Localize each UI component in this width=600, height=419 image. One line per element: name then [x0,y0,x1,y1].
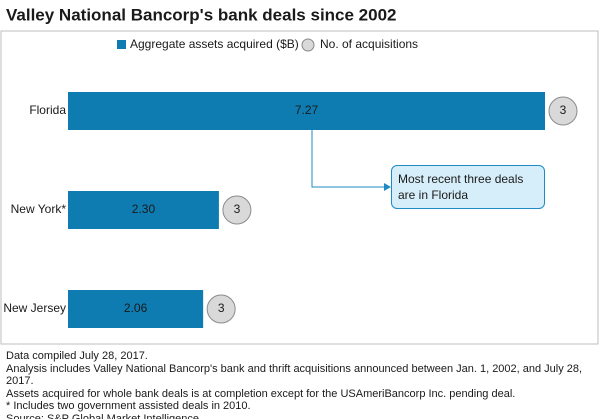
legend-swatch [301,38,315,52]
footnote: Analysis includes Valley National Bancor… [6,362,583,388]
footnote: Data compiled July 28, 2017. [6,350,148,362]
bar [68,191,219,229]
count-bubble [206,294,236,324]
legend-label: No. of acquisitions [320,37,418,51]
annotation: Most recent three deals are in Florida [391,165,545,209]
value-label: 2.30 [132,202,156,216]
footnote: Source: S&P Global Market Intelligence [6,412,200,419]
count-bubble [222,195,252,225]
bar [68,92,545,130]
footnote: Assets acquired for whole bank deals is … [6,387,516,400]
connector [311,130,385,188]
value-label: 2.06 [124,301,148,315]
value-label: 7.27 [295,103,319,117]
count-label: 3 [560,103,567,117]
legend-label: Aggregate assets acquired ($B) [130,37,299,51]
count-bubble [548,96,578,126]
category-label: New York* [11,202,67,216]
category-label: Florida [29,103,66,117]
bar [68,290,204,328]
category-label: New Jersey [3,301,66,315]
arrow-head [384,183,391,191]
chart-frame [0,30,599,345]
chart-title: Valley National Bancorp's bank deals sin… [6,5,397,24]
footnotes: Data compiled July 28, 2017. Analysis inc… [6,350,596,419]
count-label: 3 [218,301,225,315]
footnote: * Includes two government assisted deals… [6,400,251,413]
count-label: 3 [234,202,241,216]
legend-swatch [117,40,126,49]
